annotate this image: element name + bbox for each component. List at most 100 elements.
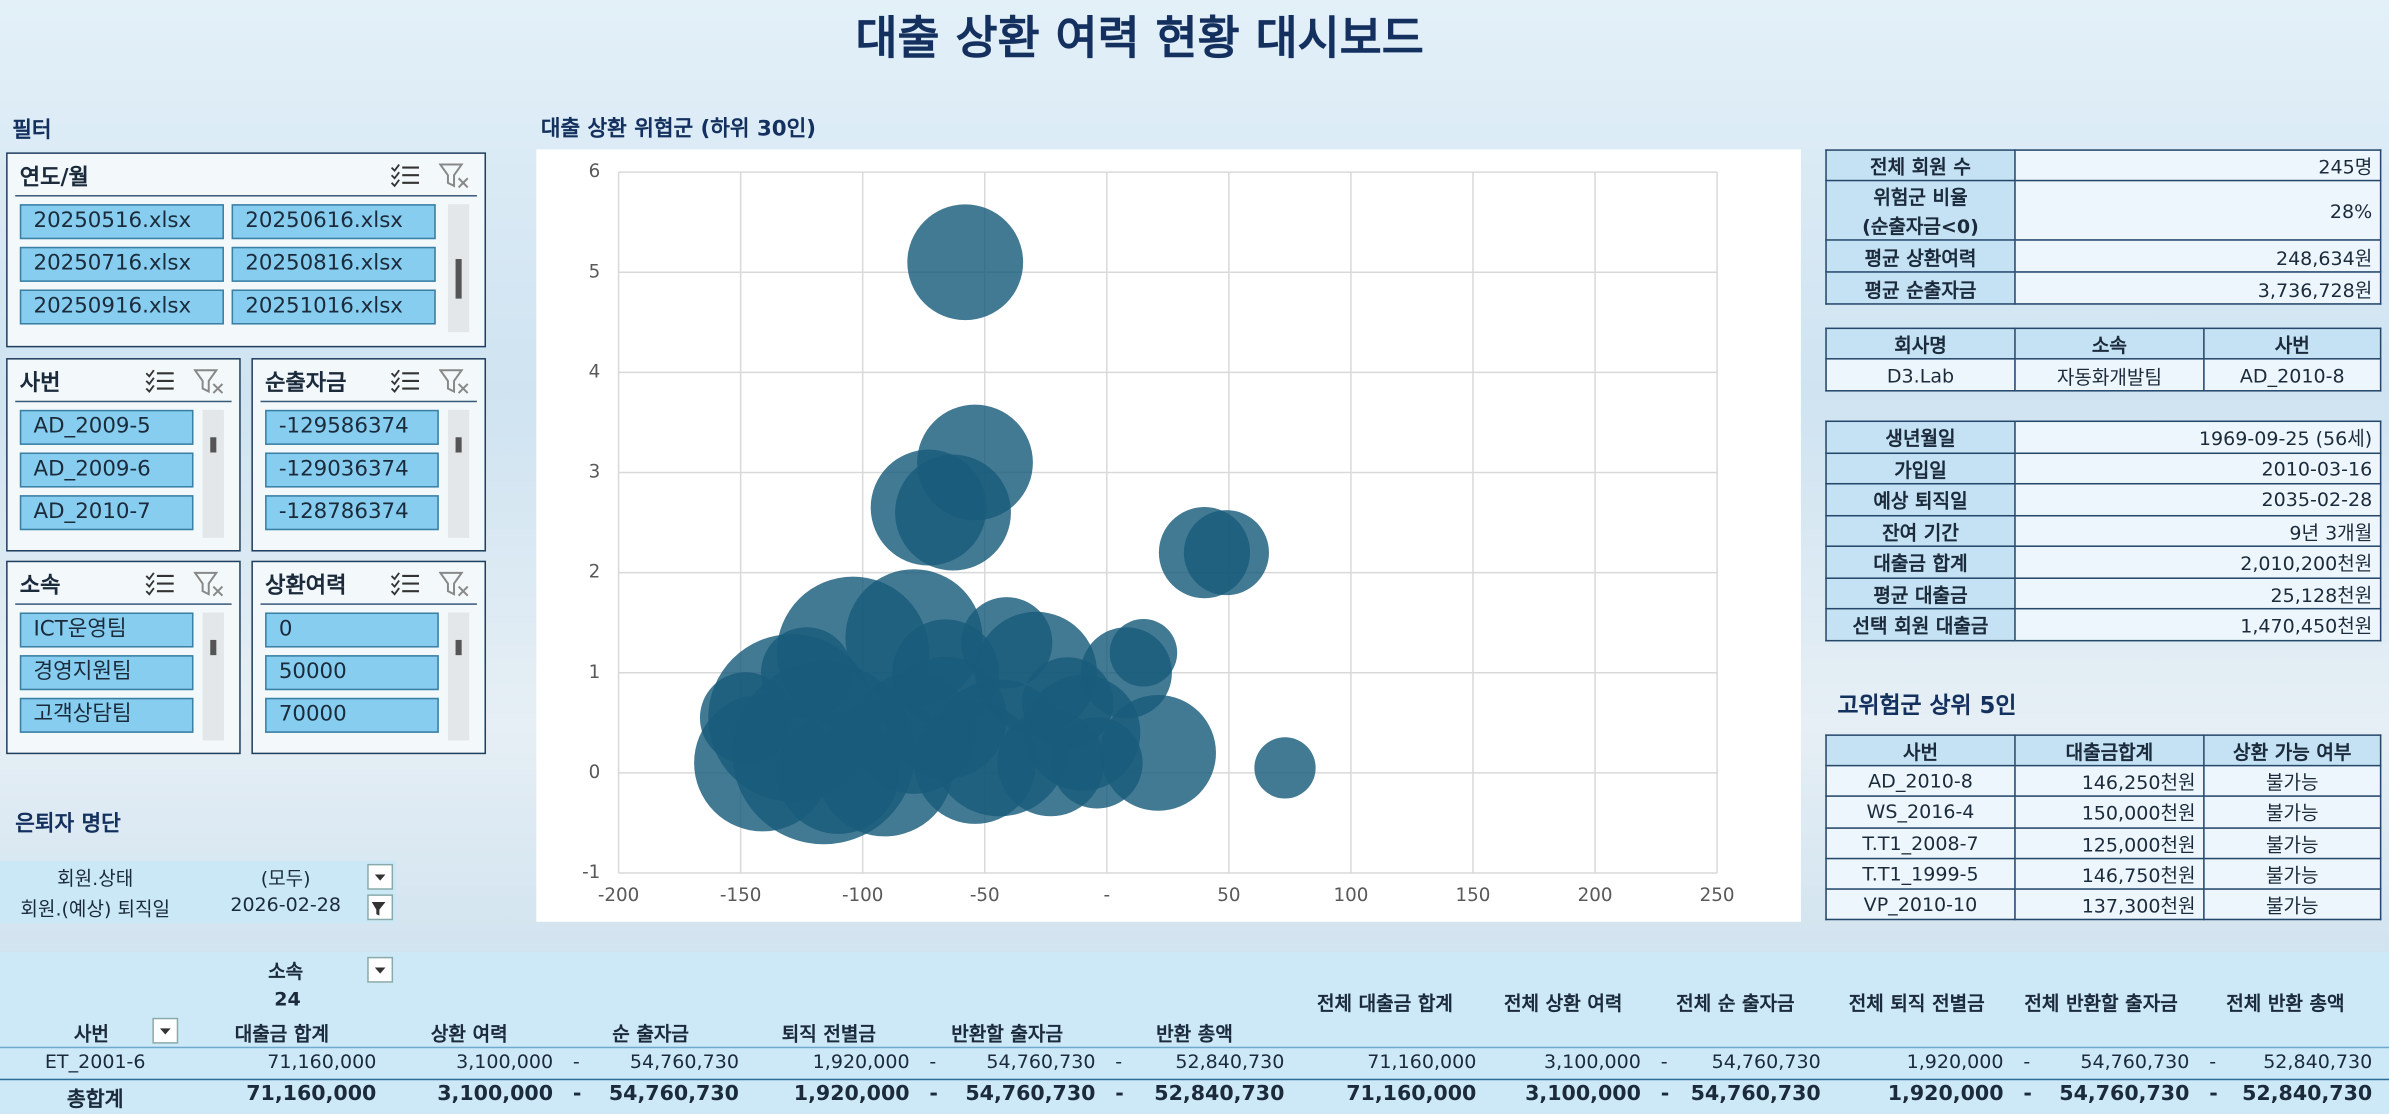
pivot-header: 전체 반환할 출자금: [2024, 991, 2178, 1015]
slicer-item[interactable]: 20251016.xlsx: [231, 289, 436, 325]
dropdown-button[interactable]: [367, 894, 394, 921]
filter-value: (모두): [260, 866, 311, 890]
dropdown-button[interactable]: [152, 1017, 179, 1044]
slicer-item[interactable]: 70000: [265, 697, 439, 733]
pivot-sign: -: [929, 1049, 937, 1073]
slicer-item[interactable]: AD_2010-7: [19, 495, 194, 531]
multi-select-button[interactable]: [145, 367, 175, 394]
y-tick-label: 5: [589, 261, 601, 282]
pivot-header: 전체 순 출자금: [1676, 991, 1795, 1015]
scroll-thumb[interactable]: [455, 437, 462, 453]
pivot-value: 52,840,730: [1175, 1049, 1285, 1073]
arrow: [374, 874, 386, 881]
slicer-item[interactable]: ICT운영팀: [19, 612, 194, 648]
scroll-thumb[interactable]: [455, 639, 462, 656]
y-tick-label: 6: [589, 161, 601, 182]
table-row: AD_2010-8 146,250천원 불가능: [1825, 764, 2382, 798]
slicer-item[interactable]: 20250616.xlsx: [231, 204, 436, 240]
slicer: 순출자금 -129586374 -129036374 -128786374: [251, 358, 487, 552]
slicer-item[interactable]: 고객상담팀: [19, 697, 194, 733]
filters-title: 필터: [12, 118, 52, 144]
clear-filter-button[interactable]: [438, 367, 469, 394]
clear-filter-button[interactable]: [438, 162, 469, 189]
dropdown-button[interactable]: [367, 863, 394, 890]
pivot-value: 1,920,000: [793, 1081, 910, 1107]
scrollbar[interactable]: [202, 409, 224, 538]
scrollbar[interactable]: [447, 204, 470, 333]
clear-filter-button[interactable]: [193, 367, 224, 394]
retiree-filter-band: [0, 860, 397, 924]
table-cell: 평균 상환여력: [1825, 239, 2016, 273]
table-cell: 3,736,728원: [2014, 271, 2382, 305]
clear-filter-button[interactable]: [193, 570, 224, 597]
pivot-value: 3,100,000: [456, 1049, 554, 1073]
slicer-item[interactable]: 경영지원팀: [19, 655, 194, 691]
table-cell: 자동화개발팀: [2014, 358, 2205, 392]
table-row: 선택 회원 대출금 1,470,450천원: [1825, 607, 2382, 641]
icon-funnel: [438, 369, 464, 394]
pivot-header: 상환 여력: [430, 1022, 508, 1046]
table-cell: 137,300천원: [2014, 888, 2205, 922]
info-table: 회사명 소속 사번 D3.Lab 자동화개발팀 AD_2010-8: [1825, 327, 2382, 392]
icon-check: [145, 579, 155, 588]
table-cell: 1,470,450천원: [2014, 607, 2382, 641]
table-cell: 대출금 합계: [1825, 545, 2016, 579]
slicer-divider: [15, 400, 232, 403]
x-tick-label: -150: [720, 885, 761, 906]
pivot-value: 1,920,000: [1887, 1081, 2004, 1107]
pivot-value: 71,160,000: [1346, 1081, 1477, 1107]
table-row: D3.Lab 자동화개발팀 AD_2010-8: [1825, 358, 2382, 392]
slicer-item[interactable]: -129586374: [265, 409, 439, 445]
x-tick-label: -: [1104, 885, 1111, 906]
header-cell: 사번: [2203, 327, 2382, 360]
table-cell: AD_2010-8: [1825, 764, 2016, 798]
table-row: 잔여 기간 9년 3개월: [1825, 514, 2382, 547]
slicer-item[interactable]: 20250816.xlsx: [231, 246, 436, 282]
pivot-header: 전체 퇴직 전별금: [1848, 991, 1985, 1015]
clear-filter-button[interactable]: [438, 570, 469, 597]
x-tick-label: 150: [1456, 885, 1491, 906]
slicer-item[interactable]: AD_2009-6: [19, 452, 194, 488]
icon-check: [145, 369, 155, 378]
pivot-sign: -: [2209, 1049, 2217, 1073]
icon-x: [212, 585, 224, 597]
slicer-item[interactable]: -129036374: [265, 452, 439, 488]
slicer-item[interactable]: 20250716.xlsx: [19, 246, 224, 282]
scroll-thumb[interactable]: [455, 259, 462, 299]
slicer-title: 소속: [19, 574, 61, 599]
header-cell: 대출금합계: [2014, 734, 2205, 767]
multi-select-button[interactable]: [390, 570, 420, 597]
x-tick-label: -200: [598, 885, 639, 906]
pivot-sign: -: [929, 1081, 938, 1107]
chart-title: 대출 상환 위협군 (하위 30인): [540, 117, 817, 142]
slicer-item[interactable]: -128786374: [265, 495, 439, 531]
header-cell: 상환 가능 여부: [2203, 734, 2382, 767]
slicer-item[interactable]: 0: [265, 612, 439, 648]
icon-x: [457, 383, 469, 394]
scrollbar[interactable]: [447, 409, 470, 538]
pivot-filter-label: 소속: [268, 959, 304, 983]
multi-select-button[interactable]: [145, 570, 175, 597]
scrollbar[interactable]: [202, 612, 224, 741]
x-tick-label: 100: [1333, 885, 1368, 906]
multi-select-button[interactable]: [390, 367, 420, 394]
table-cell: VP_2010-10: [1825, 888, 2016, 922]
dropdown-arrow: [371, 901, 386, 916]
arrow: [374, 967, 386, 974]
scroll-thumb[interactable]: [210, 639, 217, 656]
header-cell: 사번: [1825, 734, 2016, 767]
table-cell: 146,750천원: [2014, 857, 2205, 891]
pivot-header: 사번: [73, 1022, 109, 1046]
scroll-thumb[interactable]: [210, 437, 217, 453]
multi-select-button[interactable]: [390, 162, 420, 189]
scrollbar[interactable]: [447, 612, 470, 741]
dropdown-button[interactable]: [367, 956, 394, 983]
table-cell: 평균 순출자금: [1825, 271, 2016, 305]
slicer-item[interactable]: 50000: [265, 655, 439, 691]
slicer-item[interactable]: AD_2009-5: [19, 409, 194, 445]
slicer-item[interactable]: 20250916.xlsx: [19, 289, 224, 325]
slicer-item[interactable]: 20250516.xlsx: [19, 204, 224, 240]
icon-check: [390, 384, 400, 393]
